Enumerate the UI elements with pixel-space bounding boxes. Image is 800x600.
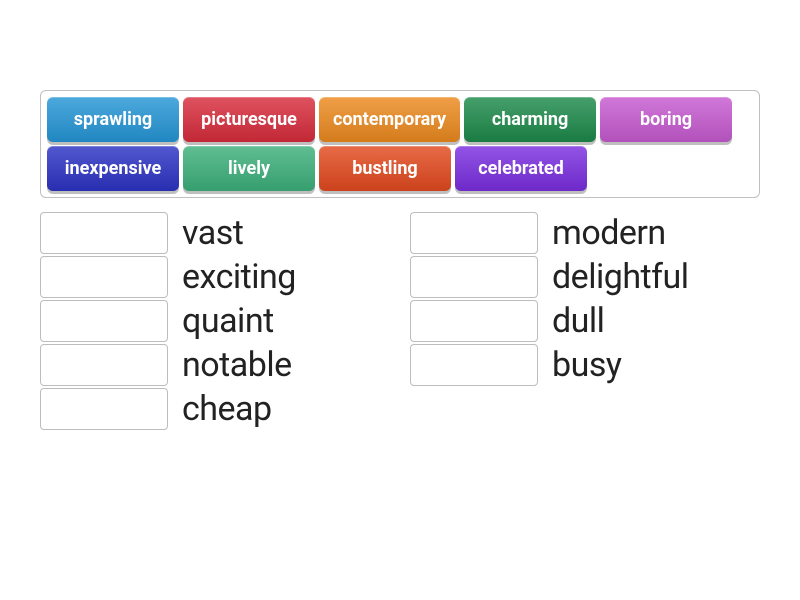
answer-label: exciting	[182, 257, 296, 297]
answer-label: notable	[182, 345, 292, 385]
drop-slot[interactable]	[40, 300, 168, 342]
drop-slot[interactable]	[40, 256, 168, 298]
answer-label: delightful	[552, 257, 689, 297]
drop-slot[interactable]	[40, 388, 168, 430]
drop-slot[interactable]	[40, 212, 168, 254]
answer-row: delightful	[410, 256, 760, 298]
answer-row: vast	[40, 212, 390, 254]
answer-label: busy	[552, 345, 621, 385]
answer-row: cheap	[40, 388, 390, 430]
answer-label: dull	[552, 301, 604, 341]
word-tile[interactable]: charming	[464, 97, 596, 142]
word-tile[interactable]: sprawling	[47, 97, 179, 142]
word-tile[interactable]: inexpensive	[47, 146, 179, 191]
word-tile[interactable]: celebrated	[455, 146, 587, 191]
answer-row: exciting	[40, 256, 390, 298]
answer-row: busy	[410, 344, 760, 386]
drop-slot[interactable]	[410, 344, 538, 386]
word-tile[interactable]: bustling	[319, 146, 451, 191]
drop-slot[interactable]	[40, 344, 168, 386]
drop-slot[interactable]	[410, 212, 538, 254]
word-tile-bank: sprawling picturesque contemporary charm…	[40, 90, 760, 198]
word-tile[interactable]: contemporary	[319, 97, 460, 142]
answer-label: modern	[552, 213, 666, 253]
answer-grid: vast modern exciting delightful quaint d…	[40, 212, 760, 430]
answer-row: quaint	[40, 300, 390, 342]
word-tile[interactable]: boring	[600, 97, 732, 142]
drop-slot[interactable]	[410, 256, 538, 298]
answer-label: vast	[182, 213, 243, 253]
answer-row: dull	[410, 300, 760, 342]
answer-label: quaint	[182, 301, 274, 341]
drop-slot[interactable]	[410, 300, 538, 342]
answer-row: notable	[40, 344, 390, 386]
answer-row: modern	[410, 212, 760, 254]
word-tile[interactable]: picturesque	[183, 97, 315, 142]
answer-label: cheap	[182, 389, 272, 429]
word-tile[interactable]: lively	[183, 146, 315, 191]
